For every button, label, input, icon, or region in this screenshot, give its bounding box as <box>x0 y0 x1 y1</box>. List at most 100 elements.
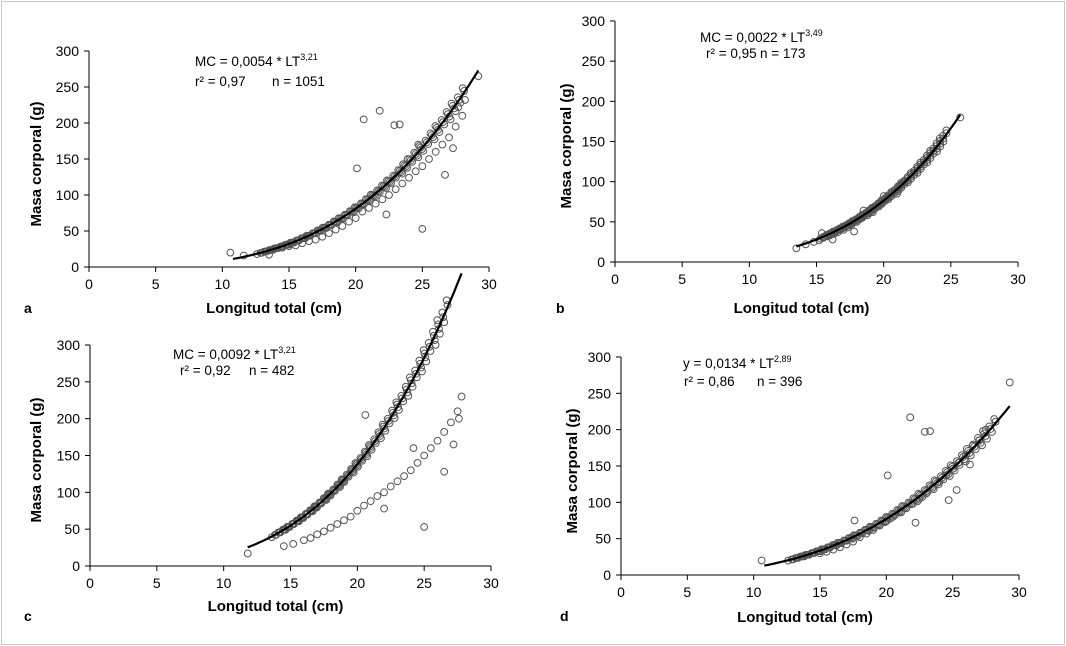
data-point <box>366 497 375 506</box>
y-tick-label: 200 <box>582 93 606 109</box>
data-point <box>364 196 373 205</box>
x-tick-label: 25 <box>415 276 431 292</box>
x-tick-label: 10 <box>746 584 762 600</box>
equation-text: MC = 0,0054 * LT3,21 <box>195 52 318 69</box>
data-point <box>279 542 288 551</box>
data-point <box>396 168 405 177</box>
data-point <box>391 185 400 194</box>
x-tick-label: 30 <box>1011 584 1027 600</box>
x-tick-label: 25 <box>416 575 432 591</box>
x-axis-title: Longitud total (cm) <box>208 598 344 615</box>
data-point <box>353 506 362 515</box>
x-tick-label: 0 <box>611 271 619 287</box>
r-squared-text: r² = 0,86 <box>684 374 735 389</box>
x-tick-label: 15 <box>812 584 828 600</box>
x-tick-label: 20 <box>876 271 892 287</box>
data-point <box>906 413 915 422</box>
data-point <box>357 455 366 464</box>
fit-curve <box>796 114 962 248</box>
data-point <box>390 121 399 130</box>
data-point <box>959 453 968 461</box>
x-tick-label: 10 <box>215 276 231 292</box>
data-point <box>420 523 429 531</box>
data-point <box>385 178 394 186</box>
data-point <box>369 191 378 200</box>
x-tick-label: 0 <box>85 276 93 292</box>
x-tick-label: 0 <box>86 575 94 591</box>
data-point <box>380 183 389 191</box>
data-point <box>920 427 929 436</box>
data-point <box>406 156 415 165</box>
data-point <box>418 162 427 171</box>
data-point <box>453 407 462 416</box>
data-point <box>911 518 920 527</box>
data-point <box>447 418 455 427</box>
data-point <box>326 523 335 532</box>
data-point <box>346 512 355 521</box>
data-point <box>433 436 442 445</box>
data-point <box>380 488 388 497</box>
data-point <box>413 458 422 467</box>
data-point <box>380 504 388 513</box>
data-point <box>418 224 427 233</box>
data-point <box>398 179 407 188</box>
data-point <box>334 481 343 490</box>
data-point <box>905 499 914 508</box>
data-point <box>446 115 455 124</box>
y-tick-label: 50 <box>63 223 79 239</box>
y-tick-label: 50 <box>595 531 611 547</box>
x-tick-label: 10 <box>216 575 232 591</box>
y-tick-label: 200 <box>588 422 612 438</box>
data-point <box>333 520 342 528</box>
sample-size-text: n = 396 <box>757 374 802 389</box>
y-tick-label: 150 <box>57 448 81 464</box>
data-point <box>426 444 435 453</box>
y-tick-label: 0 <box>603 567 611 583</box>
equation-text: MC = 0,0022 * LT3,49 <box>700 28 823 45</box>
r-squared-text: r² = 0,92 <box>180 363 231 378</box>
data-point <box>440 467 449 476</box>
x-tick-label: 5 <box>152 276 160 292</box>
data-point <box>445 133 453 142</box>
data-point <box>949 464 958 473</box>
data-point <box>430 135 439 144</box>
data-point <box>449 440 458 449</box>
x-tick-label: 20 <box>350 575 366 591</box>
data-point <box>944 496 953 505</box>
x-axis-title: Longitud total (cm) <box>737 609 873 626</box>
data-point <box>441 170 449 179</box>
y-tick-label: 100 <box>57 484 81 500</box>
x-tick-label: 30 <box>1010 271 1026 287</box>
data-point <box>431 340 440 349</box>
data-point <box>757 556 766 565</box>
y-tick-label: 250 <box>56 79 80 95</box>
x-tick-label: 25 <box>945 584 961 600</box>
data-point <box>374 187 383 195</box>
data-point <box>361 411 370 419</box>
data-point <box>952 486 961 494</box>
data-point <box>917 491 925 500</box>
data-point <box>425 155 433 163</box>
fit-curve <box>232 69 480 260</box>
data-point <box>922 487 930 496</box>
x-tick-label: 20 <box>348 276 364 292</box>
data-point <box>938 473 947 482</box>
data-point <box>395 120 404 129</box>
data-point <box>956 113 965 122</box>
x-tick-label: 5 <box>683 584 691 600</box>
data-point <box>418 145 426 153</box>
data-point <box>382 210 391 219</box>
data-point <box>390 172 399 181</box>
data-point <box>926 482 935 491</box>
y-tick-label: 0 <box>597 254 605 270</box>
data-point <box>945 472 954 480</box>
sample-size-text: n = 482 <box>249 363 294 378</box>
x-tick-label: 10 <box>742 271 758 287</box>
data-point <box>792 244 801 253</box>
y-tick-label: 150 <box>582 134 606 150</box>
fit-curve <box>247 272 463 549</box>
